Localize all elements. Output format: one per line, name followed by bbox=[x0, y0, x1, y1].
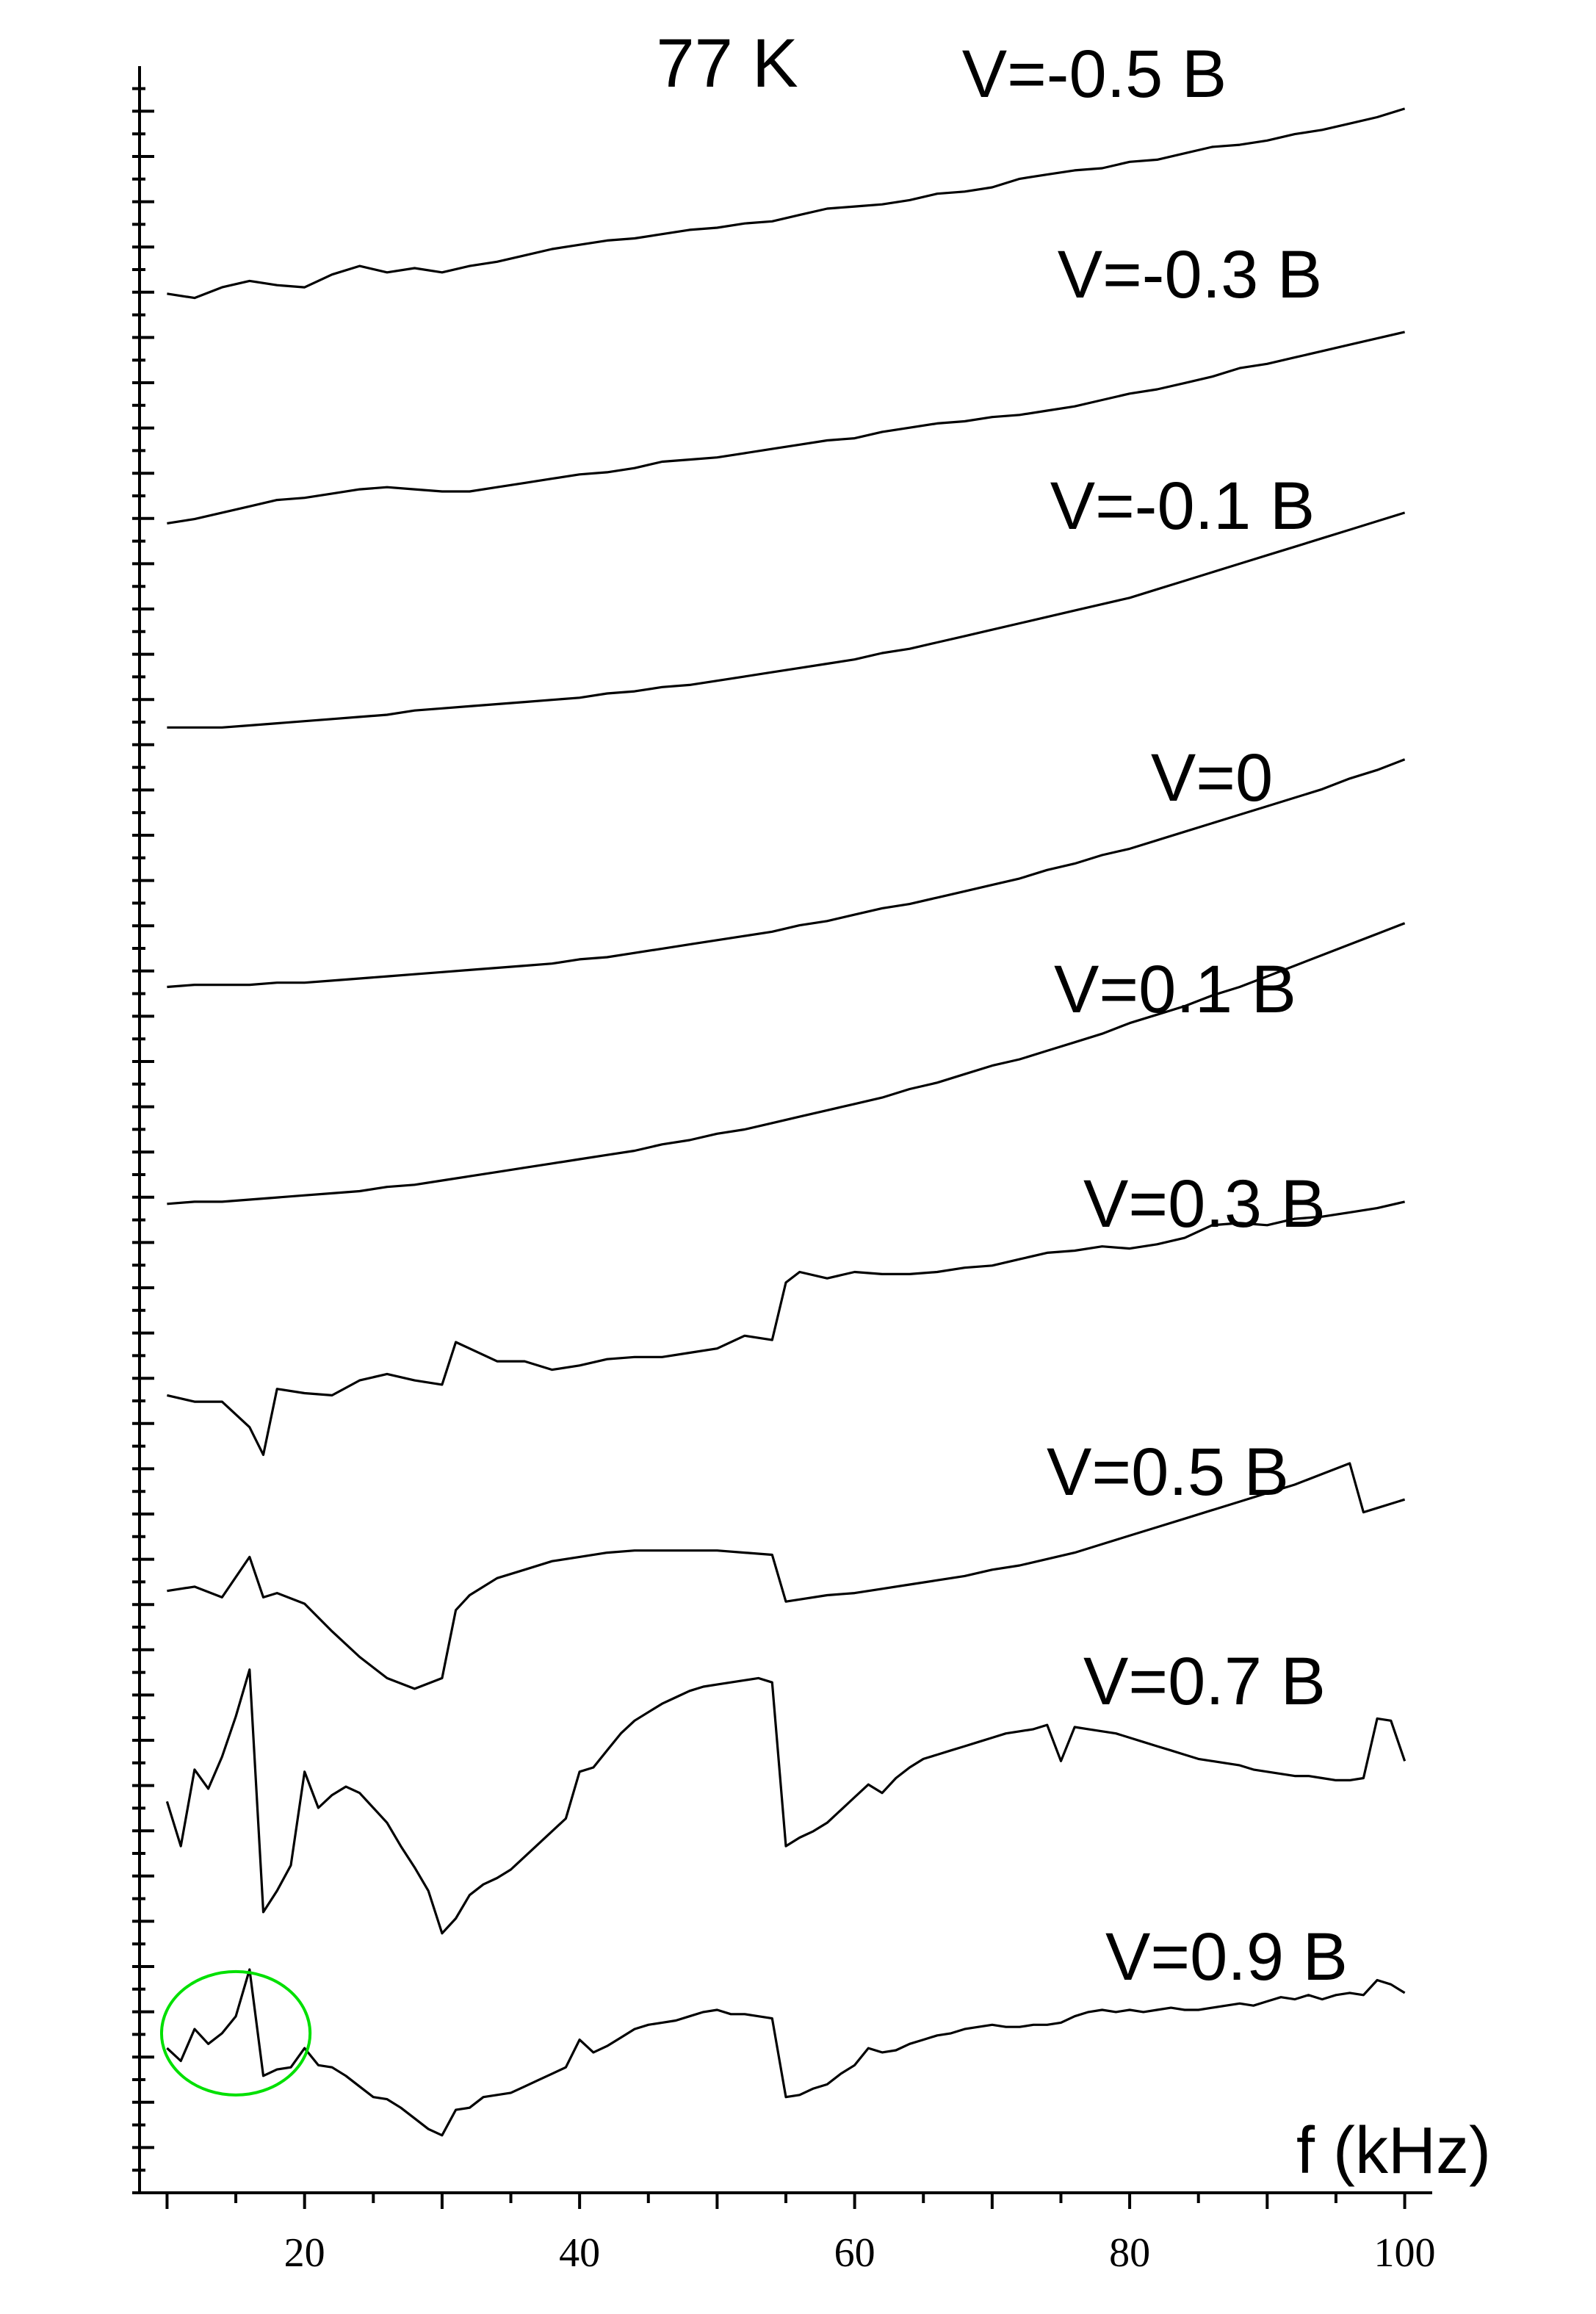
series-line bbox=[167, 331, 1405, 525]
series-label: V=-0.5 B bbox=[962, 37, 1227, 112]
series-label: V=0.9 B bbox=[1105, 1920, 1348, 1994]
x-tick-label: 40 bbox=[559, 2230, 600, 2276]
series-line bbox=[167, 758, 1406, 989]
series-line bbox=[167, 1200, 1405, 1456]
series-label: V=0.7 B bbox=[1083, 1644, 1326, 1719]
series-line bbox=[167, 922, 1406, 1205]
series-label: V=0.5 B bbox=[1047, 1435, 1289, 1510]
series-line bbox=[167, 107, 1406, 300]
series-layer bbox=[165, 107, 1407, 2137]
x-tick-label: 80 bbox=[1109, 2230, 1150, 2276]
series-line bbox=[166, 1968, 1406, 2137]
x-axis: 20 40 60 80 100 bbox=[132, 2191, 1436, 2276]
series-label: V=0 bbox=[1151, 740, 1273, 815]
y-axis bbox=[132, 66, 154, 2194]
x-tick-label: 60 bbox=[834, 2230, 875, 2276]
series-label: V=-0.3 B bbox=[1058, 237, 1323, 312]
series-label: V=0.3 B bbox=[1083, 1167, 1326, 1241]
series-line bbox=[167, 511, 1406, 729]
chart-title: 77 K bbox=[656, 24, 798, 101]
x-axis-label: f (kHz) bbox=[1296, 2114, 1491, 2188]
series-label: V=0.1 B bbox=[1054, 952, 1296, 1027]
highlight-ellipse bbox=[159, 1969, 312, 2097]
series-labels: V=-0.5 B V=-0.3 B V=-0.1 B V=0 V=0.1 B V=0.3 … bbox=[962, 37, 1348, 1994]
series-label: V=-0.1 B bbox=[1050, 469, 1315, 544]
series-line bbox=[165, 1668, 1407, 1935]
series-line bbox=[167, 1462, 1406, 1690]
x-tick-label: 20 bbox=[284, 2230, 325, 2276]
x-tick-label: 100 bbox=[1374, 2230, 1436, 2276]
highlight-layer bbox=[159, 1969, 312, 2097]
